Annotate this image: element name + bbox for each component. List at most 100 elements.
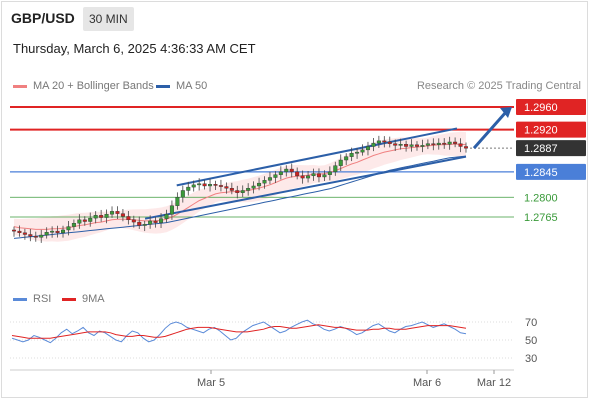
- rsi-tick-50: 50: [525, 335, 537, 347]
- candle-body: [218, 185, 223, 187]
- candle-body: [197, 183, 202, 186]
- candle-body: [267, 177, 272, 181]
- candle-body: [431, 143, 436, 146]
- rsi-tick-70: 70: [525, 317, 537, 329]
- ma20-label: MA 20 + Bollinger Bands: [33, 80, 154, 92]
- legend-rsi: RSI: [13, 293, 51, 305]
- ma50-label: MA 50: [176, 80, 208, 92]
- projection-arrow: [472, 107, 512, 150]
- x-tick-label: Mar 5: [197, 377, 225, 389]
- legend-ma20: MA 20 + Bollinger Bands: [13, 80, 154, 92]
- candle-body: [442, 142, 447, 145]
- rsi-swatch: [13, 297, 27, 301]
- candle-body: [447, 141, 452, 145]
- candle-body: [251, 185, 256, 189]
- candle-body: [414, 144, 419, 147]
- timeframe-badge[interactable]: 30 MIN: [83, 7, 134, 31]
- candle-body: [382, 140, 387, 143]
- candle-body: [208, 184, 213, 187]
- candle-body: [50, 230, 55, 233]
- candle-body: [458, 143, 463, 147]
- level-badge-1.2920: [516, 121, 586, 138]
- candle-body: [316, 173, 321, 178]
- candle-body: [148, 220, 153, 225]
- candle-body: [300, 175, 305, 179]
- candle-body: [393, 143, 398, 146]
- candle-body: [306, 175, 311, 179]
- candle-body: [11, 229, 16, 232]
- arrow-head: [500, 107, 512, 118]
- candle-body: [39, 234, 44, 238]
- candle-body: [436, 142, 441, 145]
- ma20-swatch: [13, 84, 27, 88]
- candle-body: [257, 182, 262, 187]
- timestamp: Thursday, March 6, 2025 4:36:33 AM CET: [13, 41, 256, 56]
- channel-upper-line: [176, 127, 458, 187]
- candle-body: [22, 232, 27, 235]
- candle-body: [327, 171, 332, 175]
- candle-body: [376, 140, 381, 144]
- candle-body: [55, 230, 60, 233]
- rsi-tick-30: 30: [525, 353, 537, 365]
- level-badge-1.2960: [516, 99, 586, 115]
- candle-body: [229, 188, 234, 191]
- candle-body: [371, 142, 376, 147]
- candle-body: [202, 183, 207, 187]
- level-badge-1.2887: [516, 140, 586, 157]
- rsi-panel: 70 50 30: [10, 317, 537, 365]
- candle-body: [33, 235, 38, 238]
- rsi-label: RSI: [33, 293, 52, 305]
- arrow-shaft: [472, 111, 508, 150]
- bollinger-bands: [14, 131, 466, 242]
- candle-body: [295, 171, 300, 177]
- candle-body: [110, 211, 115, 215]
- ma50-line: [13, 155, 467, 239]
- candle-body: [409, 144, 414, 147]
- candle-body: [464, 146, 469, 149]
- research-credit: Research © 2025 Trading Central: [416, 80, 581, 92]
- candle-body: [344, 156, 349, 161]
- level-value-1.2960: 1.2960: [524, 102, 558, 114]
- candle-body: [398, 144, 403, 146]
- candle-body: [191, 184, 196, 188]
- candle-body: [153, 220, 158, 223]
- candle-body: [278, 171, 283, 175]
- candle-body: [453, 141, 458, 144]
- bollinger-band-area: [14, 131, 466, 242]
- candle-body: [159, 218, 164, 223]
- x-tick-label: Mar 6: [413, 377, 441, 389]
- candles: [11, 135, 469, 243]
- level-badge-1.2845: [516, 163, 586, 180]
- candle-body: [131, 219, 136, 223]
- candle-body: [273, 174, 278, 178]
- candle-body: [338, 159, 343, 166]
- candle-body: [235, 190, 240, 193]
- candle-body: [104, 213, 109, 218]
- price-level-labels: 1.2960 1.2920 1.2887 1.2845 1.2800 1.2765: [516, 99, 586, 224]
- candle-body: [82, 219, 87, 222]
- candle-body: [137, 221, 142, 226]
- legend-rsi-ma: 9MA: [62, 293, 105, 305]
- candle-body: [224, 186, 229, 189]
- candle-body: [180, 190, 185, 198]
- time-axis: Mar 5 Mar 6 Mar 12: [10, 369, 514, 389]
- candle-body: [71, 223, 76, 227]
- candle-body: [142, 224, 147, 226]
- candle-body: [333, 165, 338, 173]
- candle-body: [360, 149, 365, 153]
- candle-body: [289, 168, 294, 173]
- symbol-title: GBP/USD: [11, 10, 75, 26]
- candle-body: [240, 190, 245, 193]
- candle-body: [246, 188, 251, 191]
- ma50-swatch: [156, 84, 170, 88]
- level-value-1.2765: 1.2765: [524, 212, 558, 224]
- candle-body: [44, 232, 49, 236]
- ma20-line: [13, 143, 467, 230]
- candle-body: [404, 144, 409, 147]
- candle-body: [120, 213, 125, 217]
- candle-body: [349, 153, 354, 157]
- channel-lower-line: [144, 155, 467, 220]
- candle-body: [425, 143, 430, 146]
- level-value-1.2887: 1.2887: [524, 143, 558, 155]
